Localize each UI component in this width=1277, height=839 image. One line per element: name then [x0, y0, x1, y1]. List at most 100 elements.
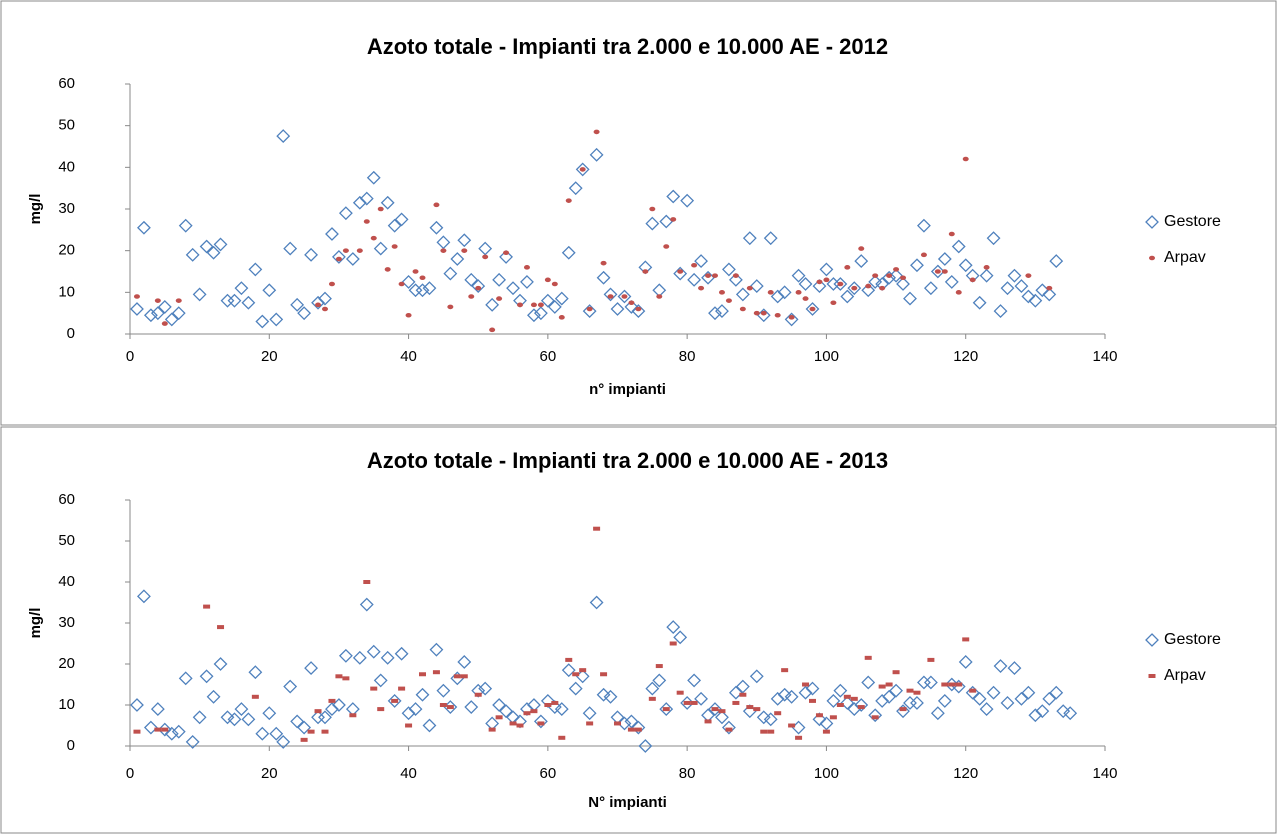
point — [175, 298, 182, 303]
point — [879, 285, 886, 291]
point — [628, 300, 635, 306]
point — [872, 273, 879, 278]
y-tick-label: 0 — [67, 737, 75, 754]
y-axis-label: mg/l — [27, 608, 44, 639]
point — [763, 712, 778, 727]
point — [137, 589, 151, 604]
point — [554, 291, 569, 306]
point — [143, 308, 158, 323]
point — [314, 709, 322, 714]
point — [366, 644, 381, 659]
point — [851, 285, 858, 291]
point — [749, 669, 764, 684]
point — [673, 630, 688, 645]
point — [380, 650, 395, 665]
x-tick-label: 140 — [1092, 348, 1117, 365]
point — [593, 526, 601, 531]
point — [822, 729, 830, 734]
point — [645, 216, 660, 231]
point — [864, 655, 872, 660]
point — [199, 669, 214, 684]
point — [537, 721, 545, 726]
point — [621, 294, 628, 299]
point — [955, 290, 962, 295]
point — [523, 265, 530, 270]
point — [443, 266, 458, 281]
legend-marker — [1149, 255, 1155, 261]
point — [495, 715, 503, 720]
point — [760, 310, 767, 316]
point — [704, 719, 712, 724]
point — [889, 683, 903, 698]
point — [178, 218, 193, 233]
point — [993, 304, 1008, 319]
point — [652, 673, 667, 688]
point — [325, 702, 339, 717]
x-axis-label: N° impianti — [588, 794, 667, 811]
point — [718, 290, 725, 295]
point — [276, 129, 291, 144]
point — [742, 231, 757, 246]
point — [1007, 661, 1022, 676]
point — [899, 707, 907, 712]
point — [468, 294, 475, 299]
point — [756, 710, 771, 725]
point — [325, 227, 339, 241]
y-tick-label: 30 — [58, 200, 75, 217]
x-tick-label: 60 — [540, 765, 557, 782]
point — [861, 675, 876, 690]
point — [676, 690, 684, 695]
point — [802, 296, 809, 301]
point — [321, 729, 329, 734]
point — [269, 312, 284, 327]
point — [788, 723, 796, 728]
point — [485, 297, 500, 312]
point — [962, 637, 970, 642]
point — [185, 734, 200, 749]
point — [359, 191, 374, 206]
point — [610, 302, 625, 316]
point — [199, 239, 214, 254]
y-tick-label: 30 — [58, 614, 75, 631]
point — [338, 206, 353, 221]
point — [450, 252, 465, 266]
point — [941, 682, 949, 687]
x-tick-label: 80 — [679, 348, 696, 365]
point — [133, 729, 141, 734]
point — [746, 705, 754, 710]
y-tick-label: 20 — [58, 242, 75, 259]
point — [206, 245, 221, 260]
point — [917, 218, 931, 233]
point — [394, 212, 409, 227]
point — [969, 277, 976, 283]
point — [1035, 704, 1050, 719]
point — [318, 291, 332, 306]
point — [705, 273, 712, 278]
point — [1042, 691, 1057, 706]
legend-marker — [1145, 633, 1159, 647]
point — [837, 281, 844, 287]
point — [875, 693, 890, 708]
point — [241, 712, 256, 727]
point — [847, 281, 862, 296]
point — [464, 700, 479, 714]
point — [269, 726, 284, 741]
legend-marker — [1145, 215, 1159, 229]
point — [669, 641, 677, 646]
point — [833, 277, 848, 291]
point — [335, 674, 343, 679]
point — [255, 726, 270, 741]
point — [614, 721, 621, 726]
point — [670, 217, 677, 222]
point — [843, 694, 851, 699]
point — [868, 274, 883, 289]
point — [440, 248, 447, 253]
point — [171, 306, 186, 321]
point — [192, 710, 207, 725]
point — [363, 219, 370, 224]
point — [154, 727, 162, 732]
point — [955, 682, 963, 687]
point — [565, 198, 572, 203]
y-axis-label: mg/l — [27, 194, 44, 225]
